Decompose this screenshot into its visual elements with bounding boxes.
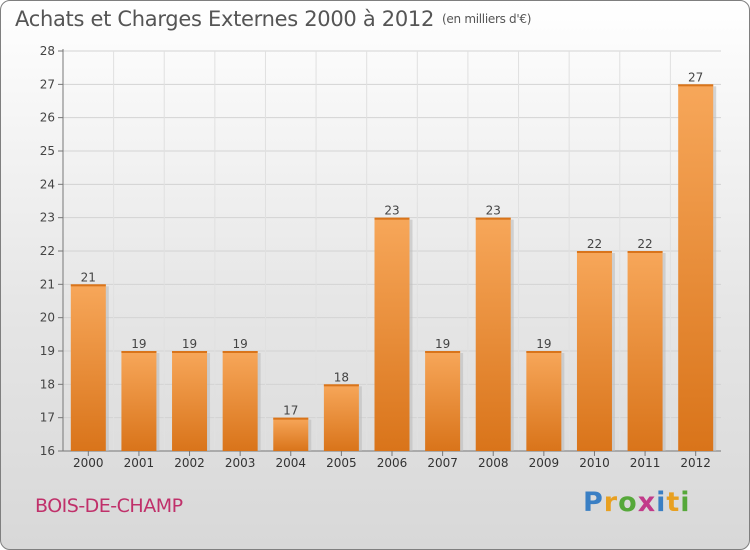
y-tick-label-24: 24 (40, 177, 55, 191)
x-tick-label-2000: 2000 (73, 456, 104, 470)
bar-cap-2007 (425, 351, 461, 353)
logo-letter-4: i (656, 487, 667, 518)
bar-2002 (172, 351, 208, 451)
labels: 16 17 18 19 20 21 22 23 24 25 26 27 28 21 2000 19 2001 19… (40, 44, 711, 470)
data-label-2004: 17 (283, 404, 298, 418)
data-label-2007: 19 (435, 337, 450, 351)
bar-2001 (121, 351, 157, 451)
data-label-2001: 19 (131, 337, 146, 351)
chart-title-text: Achats et Charges Externes 2000 à 2012 (15, 7, 435, 31)
logo-letter-5: t (666, 487, 681, 518)
bar-cap-2003 (222, 351, 258, 353)
y-tick-label-25: 25 (40, 144, 55, 158)
bars (70, 84, 717, 451)
x-tick-label-2011: 2011 (630, 456, 661, 470)
y-tick-label-20: 20 (40, 311, 55, 325)
y-tick-label-16: 16 (40, 444, 55, 458)
proxiti-logo[interactable]: Proxiti (583, 487, 691, 518)
y-tick-label-21: 21 (40, 277, 55, 291)
bar-cap-2005 (323, 384, 359, 387)
bar-2011 (627, 251, 663, 451)
y-tick-label-23: 23 (40, 211, 55, 225)
bar-cap-2001 (121, 351, 157, 353)
bar-2004 (273, 417, 309, 451)
chart-unit-label: (en milliers d'€) (442, 12, 532, 26)
bar-2008 (475, 217, 511, 451)
x-tick-label-2012: 2012 (680, 456, 711, 470)
x-tick-label-2006: 2006 (377, 456, 408, 470)
bar-2000 (70, 284, 106, 451)
bar-2006 (374, 217, 410, 451)
data-label-2012: 27 (688, 70, 703, 84)
x-tick-label-2010: 2010 (579, 456, 610, 470)
data-label-2005: 18 (334, 370, 349, 384)
logo-letter-1: r (603, 487, 619, 518)
x-tick-label-2008: 2008 (478, 456, 509, 470)
chart-title: Achats et Charges Externes 2000 à 2012 (e… (15, 7, 531, 31)
data-label-2003: 19 (233, 337, 248, 351)
bar-cap-2008 (475, 217, 511, 220)
logo-letter-3: x (637, 487, 657, 518)
bar-cap-2004 (273, 417, 309, 420)
x-tick-label-2009: 2009 (529, 456, 560, 470)
logo-letter-0: P (583, 487, 604, 518)
data-label-2000: 21 (81, 270, 96, 284)
logo-letter-2: o (618, 487, 638, 518)
data-label-2006: 23 (384, 204, 399, 218)
bar-cap-2012 (678, 84, 714, 87)
bar-cap-2002 (172, 351, 208, 353)
x-tick-label-2004: 2004 (275, 456, 306, 470)
x-tick-label-2007: 2007 (427, 456, 458, 470)
x-tick-label-2003: 2003 (225, 456, 256, 470)
bar-cap-2006 (374, 217, 410, 220)
bar-2007 (425, 351, 461, 451)
y-tick-label-17: 17 (40, 411, 55, 425)
y-tick-label-22: 22 (40, 244, 55, 258)
data-label-2009: 19 (536, 337, 551, 351)
x-tick-label-2001: 2001 (124, 456, 155, 470)
y-tick-label-26: 26 (40, 111, 55, 125)
bar-2003 (222, 351, 258, 451)
y-tick-label-18: 18 (40, 377, 55, 391)
data-label-2002: 19 (182, 337, 197, 351)
logo-letter-6: i (680, 487, 691, 518)
x-tick-label-2005: 2005 (326, 456, 357, 470)
bar-cap-2010 (576, 251, 612, 253)
bar-cap-2000 (70, 284, 106, 287)
data-label-2010: 22 (587, 237, 602, 251)
bar-2012 (678, 84, 714, 451)
data-label-2008: 23 (486, 204, 501, 218)
bar-2005 (323, 384, 359, 451)
bar-2009 (526, 351, 562, 451)
y-tick-label-27: 27 (40, 77, 55, 91)
y-tick-label-19: 19 (40, 344, 55, 358)
x-tick-label-2002: 2002 (174, 456, 205, 470)
bar-cap-2011 (627, 251, 663, 253)
data-label-2011: 22 (637, 237, 652, 251)
bar-cap-2009 (526, 351, 562, 353)
commune-name: BOIS-DE-CHAMP (35, 495, 183, 517)
bar-2010 (576, 251, 612, 451)
y-tick-label-28: 28 (40, 44, 55, 58)
